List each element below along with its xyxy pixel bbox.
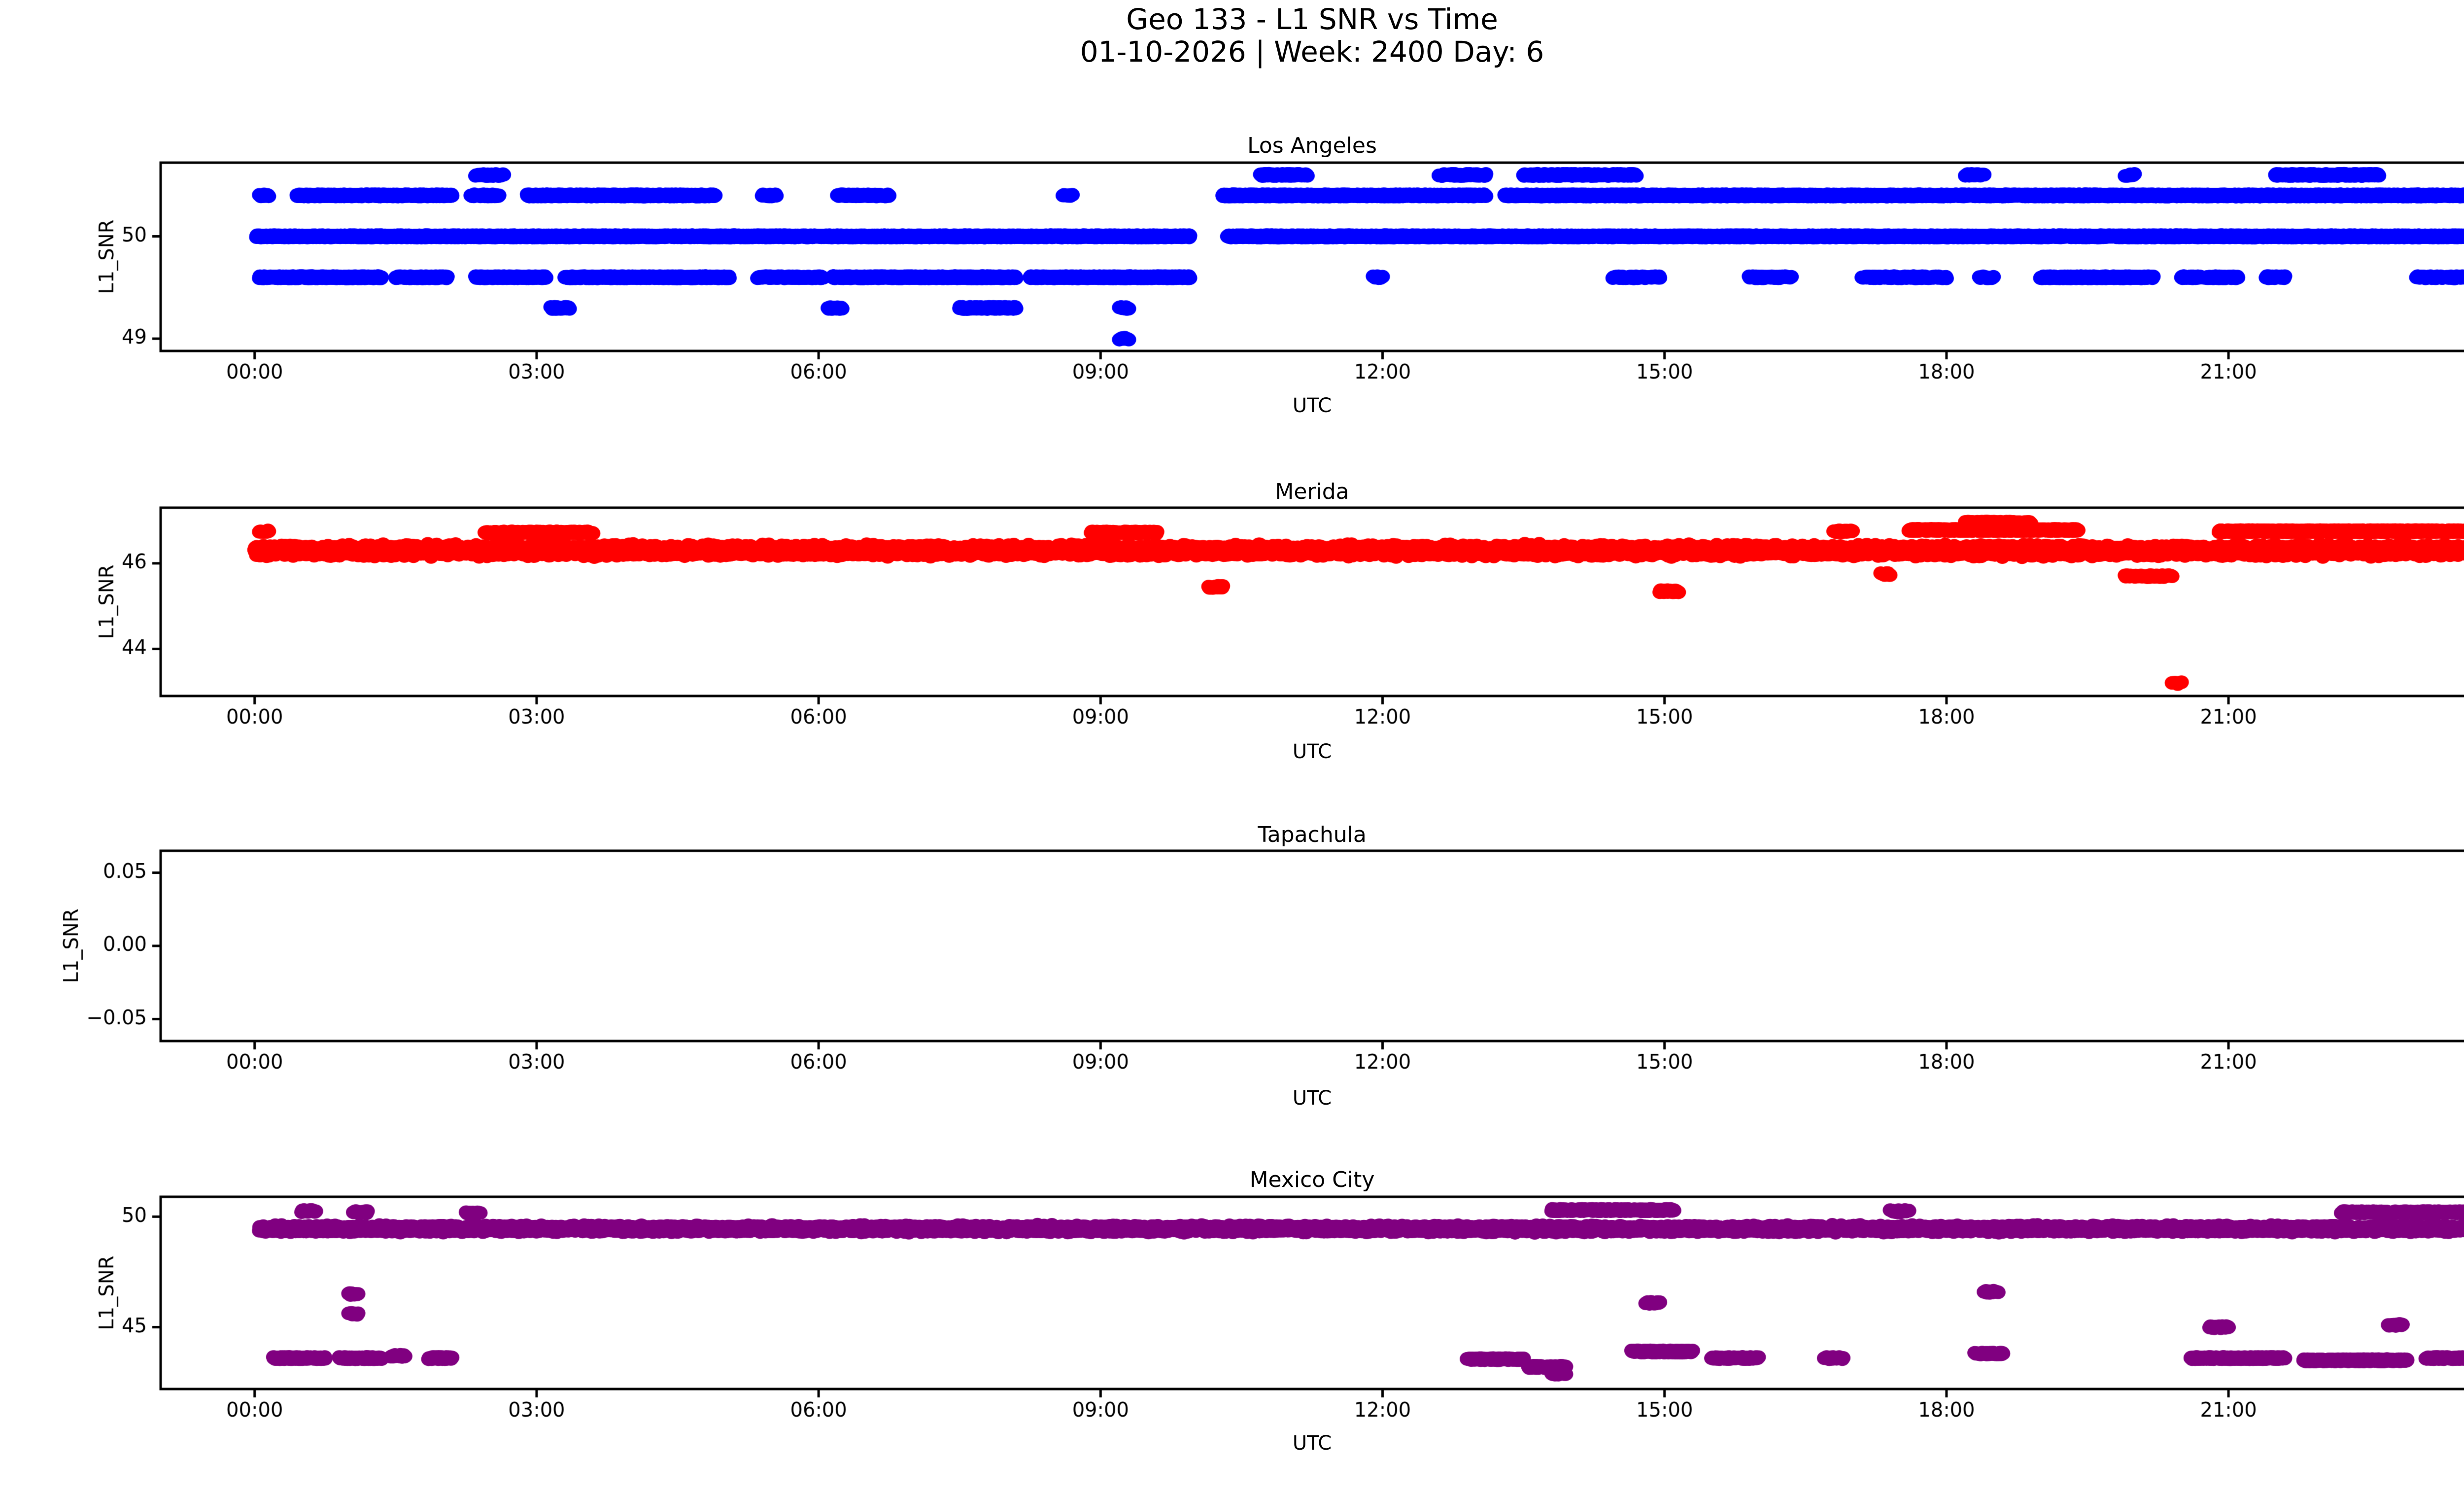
figure-title-line2: 01-10-2026 | Week: 2400 Day: 6 [1080,35,1544,69]
subplot-title-los-angeles: Los Angeles [1247,133,1377,158]
xaxis-label-los-angeles: UTC [1292,394,1332,417]
figure-title-line1: Geo 133 - L1 SNR vs Time [1126,2,1498,36]
subplot-title-mexico-city: Mexico City [1249,1167,1375,1192]
xaxis-label-mexico-city: UTC [1292,1432,1332,1455]
xaxis-label-merida: UTC [1292,740,1332,763]
subplot-title-tapachula: Tapachula [1258,822,1367,847]
xaxis-label-tapachula: UTC [1292,1087,1332,1110]
subplot-title-merida: Merida [1275,479,1349,504]
